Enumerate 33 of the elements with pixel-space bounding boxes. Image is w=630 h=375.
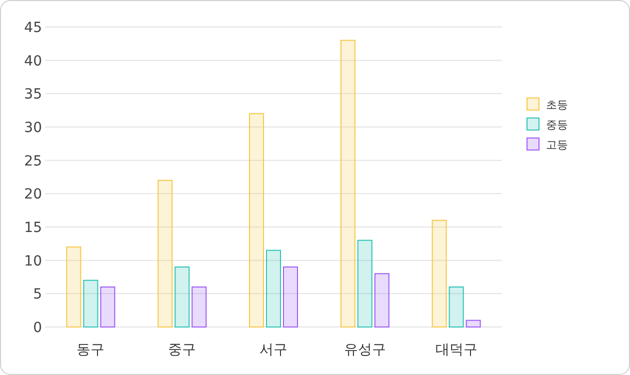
bar (100, 286, 116, 328)
bar (266, 250, 281, 328)
bar (432, 220, 447, 328)
legend-label: 고등 (546, 138, 568, 152)
y-tick-label: 5 (33, 286, 42, 303)
bar (357, 240, 372, 328)
x-tick-label: 서구 (260, 342, 288, 358)
bar (83, 280, 98, 328)
legend-label: 중등 (546, 118, 568, 132)
y-tick-label: 15 (24, 220, 42, 236)
y-tick-label: 45 (24, 20, 42, 36)
bar (174, 266, 190, 328)
bar (249, 113, 264, 328)
x-tick-label: 대덕구 (435, 342, 478, 358)
x-tick-label: 유성구 (344, 342, 386, 358)
legend-label: 초등 (546, 98, 568, 112)
bar (374, 273, 390, 328)
bar (158, 180, 173, 328)
bar (466, 320, 481, 328)
bar (283, 266, 298, 328)
y-tick-label: 30 (24, 120, 42, 136)
bar (66, 246, 82, 328)
y-tick-label: 25 (24, 153, 42, 170)
y-tick-label: 10 (24, 253, 42, 270)
y-tick-label: 0 (33, 320, 42, 336)
bar (448, 286, 464, 328)
bar (192, 286, 207, 328)
x-tick-label: 중구 (168, 342, 196, 358)
bar (340, 40, 356, 328)
y-tick-label: 20 (24, 186, 42, 203)
y-tick-label: 40 (24, 53, 42, 70)
x-tick-label: 동구 (76, 342, 105, 358)
y-tick-label: 35 (24, 86, 42, 103)
